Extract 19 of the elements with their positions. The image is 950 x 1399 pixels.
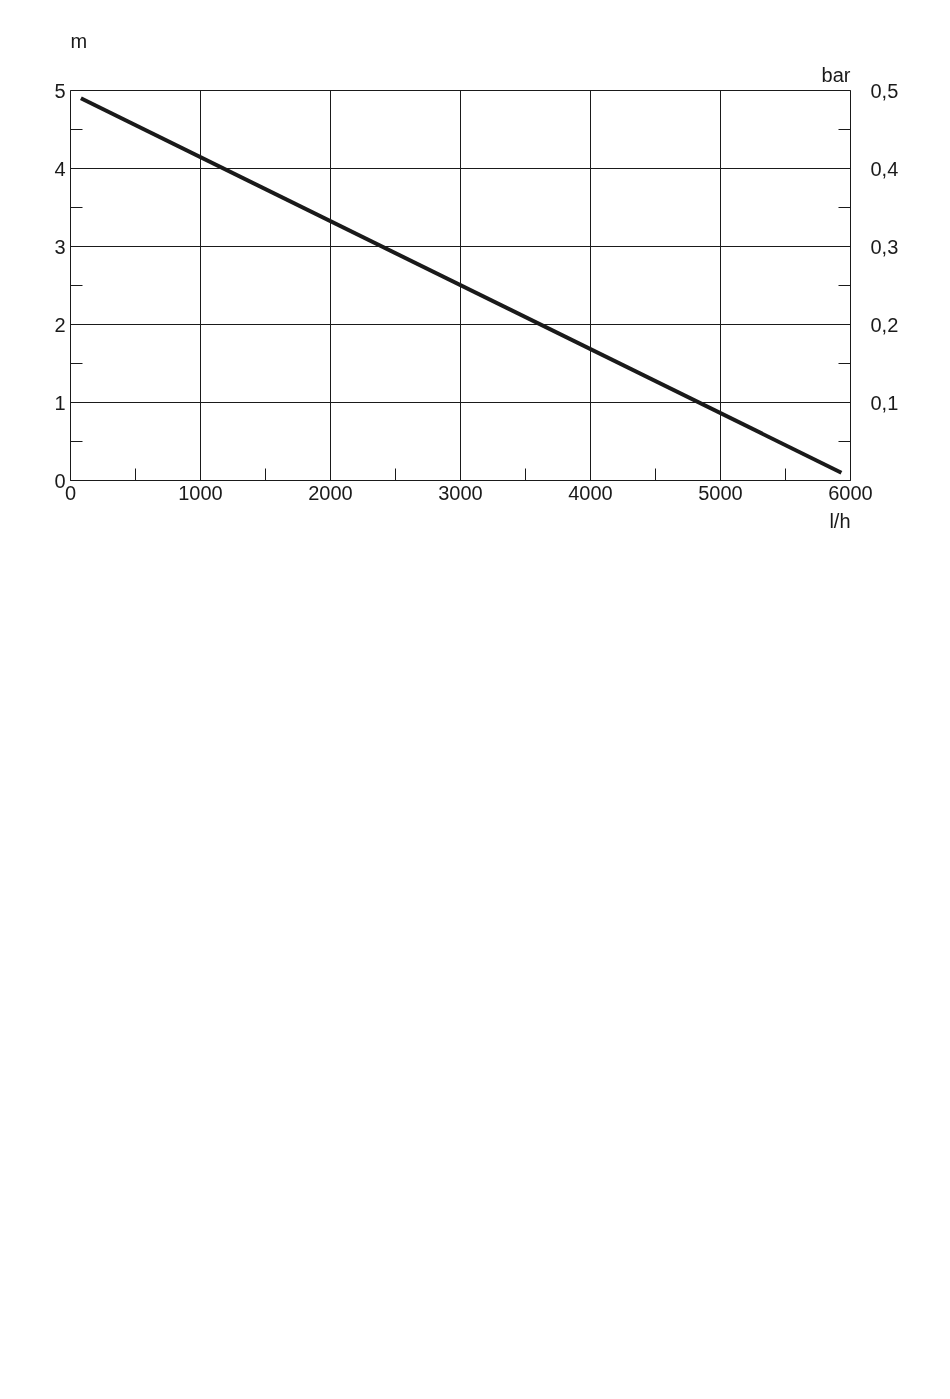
y-tick-label: 2 <box>54 313 66 336</box>
x-tick-label: 5000 <box>698 481 743 504</box>
y2-tick-label: 0,3 <box>870 235 899 258</box>
y2-tick-label: 0,2 <box>870 313 899 336</box>
x-axis-title: l/h <box>829 509 851 532</box>
x-tick-label: 4000 <box>568 481 613 504</box>
y-tick-label: 1 <box>54 391 66 414</box>
x-tick-label: 3000 <box>438 481 483 504</box>
x-tick-label: 6000 <box>828 481 873 504</box>
y2-axis-title: bar <box>821 63 851 86</box>
y2-tick-label: 0,5 <box>870 79 899 102</box>
x-tick-label: 2000 <box>308 481 353 504</box>
y-axis-title: m <box>70 29 88 52</box>
y-tick-label: 4 <box>54 157 66 180</box>
y2-tick-label: 0,4 <box>870 157 899 180</box>
y-tick-label: 5 <box>54 79 66 102</box>
y-tick-label: 3 <box>54 235 66 258</box>
x-tick-label: 1000 <box>178 481 223 504</box>
y2-tick-label: 0,1 <box>870 391 899 414</box>
